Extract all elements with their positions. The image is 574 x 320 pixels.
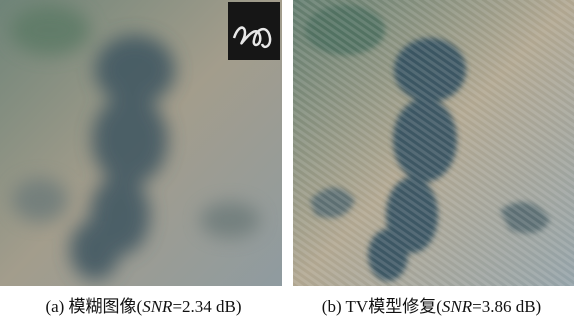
caption-a: (a) 模糊图像(SNR=2.34 dB) — [0, 292, 287, 317]
caption-italic: SNR — [442, 297, 472, 316]
caption-b: (b) TV模型修复(SNR=3.86 dB) — [289, 292, 574, 317]
blurred-image — [0, 0, 282, 286]
caption-italic: SNR — [142, 297, 172, 316]
caption-text: (b) TV模型修复( — [322, 297, 442, 316]
page: (a) 模糊图像(SNR=2.34 dB) (b) TV模型修复(SNR=3.8… — [0, 0, 574, 320]
caption-text: =2.34 dB) — [172, 297, 241, 316]
caption-text: =3.86 dB) — [472, 297, 541, 316]
restored-image — [293, 0, 574, 286]
caption-text: (a) 模糊图像( — [45, 297, 142, 316]
figure-images — [0, 0, 574, 288]
